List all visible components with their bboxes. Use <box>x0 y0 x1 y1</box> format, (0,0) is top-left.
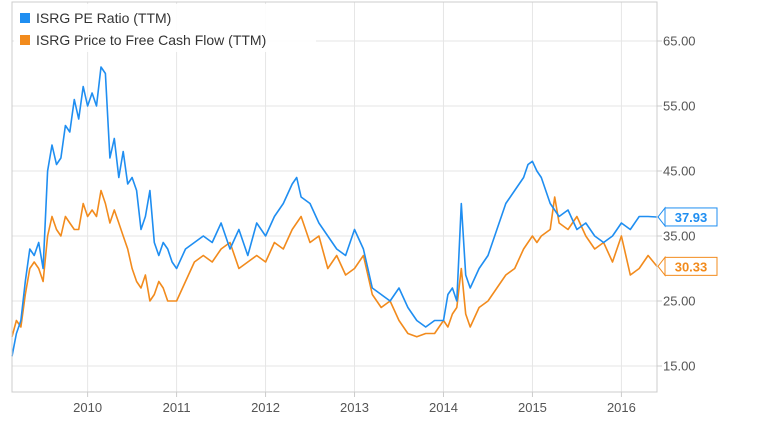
y-tick-label: 45.00 <box>663 164 696 179</box>
legend-label: ISRG PE Ratio (TTM) <box>36 10 171 26</box>
x-tick-label: 2010 <box>73 400 102 415</box>
legend-swatch <box>20 13 30 23</box>
x-tick-label: 2012 <box>251 400 280 415</box>
legend: ISRG PE Ratio (TTM) ISRG Price to Free Ca… <box>14 4 316 52</box>
gridlines <box>12 2 657 392</box>
plot-frame <box>11 1 658 393</box>
y-tick-label: 65.00 <box>663 34 696 49</box>
callout-box <box>664 207 718 227</box>
x-tick-label: 2011 <box>163 400 191 415</box>
last-value-callout: 30.33 <box>657 255 718 277</box>
y-tick-label: 35.00 <box>663 229 696 244</box>
series-line <box>11 189 658 338</box>
x-tick-label: 2014 <box>429 400 458 415</box>
series-line <box>11 66 658 357</box>
callout-box <box>664 256 718 276</box>
last-value-labels: 37.93 30.33 <box>657 206 718 277</box>
x-tick-label: 2015 <box>518 400 547 415</box>
x-tick-label: 2016 <box>607 400 636 415</box>
last-value-label: 30.33 <box>675 259 708 274</box>
y-tick-label: 15.00 <box>663 359 696 374</box>
x-axis: 2010 2011 2012 2013 2014 2015 2016 <box>73 392 636 415</box>
legend-swatch <box>20 35 30 45</box>
legend-label: ISRG Price to Free Cash Flow (TTM) <box>36 32 266 48</box>
y-tick-label: 55.00 <box>663 99 696 114</box>
last-value-label: 37.93 <box>675 210 708 225</box>
x-tick-label: 2013 <box>340 400 369 415</box>
y-axis: 15.00 25.00 35.00 45.00 55.00 65.00 <box>657 34 696 374</box>
legend-background <box>14 4 316 52</box>
y-tick-label: 25.00 <box>663 294 696 309</box>
series-layer <box>11 66 658 357</box>
last-value-callout: 37.93 <box>657 206 718 228</box>
